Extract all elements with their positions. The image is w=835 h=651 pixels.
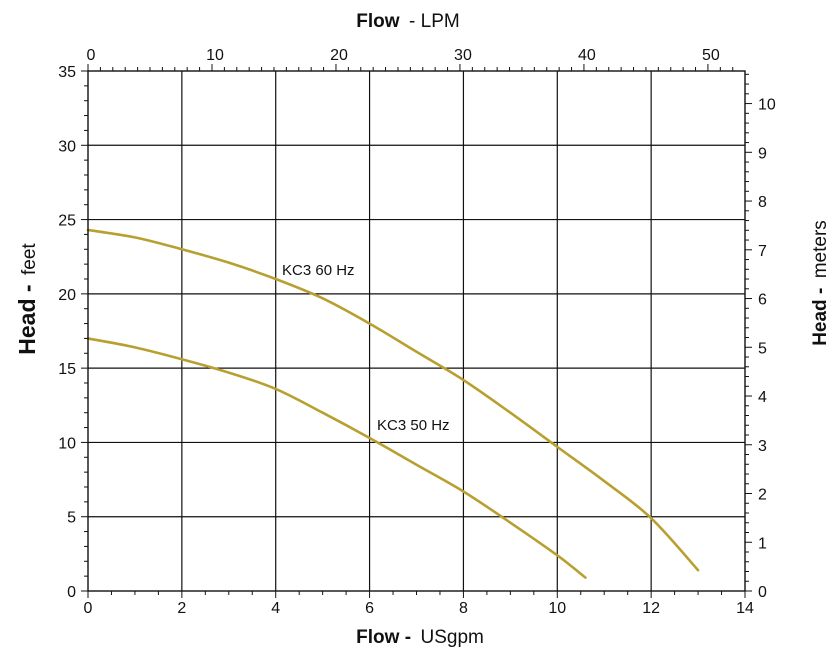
y-right-tick-label: 7 <box>758 243 767 260</box>
top-axis-title-unit: - LPM <box>409 11 460 32</box>
left-axis-title: Head - feet <box>14 243 40 355</box>
y-left-tick-label: 35 <box>58 64 76 81</box>
y-right-tick-label: 6 <box>758 292 767 309</box>
y-right-tick-label: 8 <box>758 194 767 211</box>
x-top-tick-label: 0 <box>87 47 96 64</box>
x-bottom-tick-label: 2 <box>177 600 186 617</box>
y-left-tick-label: 25 <box>58 213 76 230</box>
y-left-tick-label: 15 <box>58 361 76 378</box>
y-right-tick-label: 1 <box>758 535 767 552</box>
x-bottom-tick-label: 10 <box>548 600 566 617</box>
right-axis-title-bold: Head - <box>810 288 831 346</box>
top-axis-title: Flow - LPM <box>356 11 459 32</box>
bottom-axis-title-bold: Flow - <box>356 627 411 648</box>
curve-label-60hz: KC3 60 Hz <box>282 262 355 279</box>
y-right-tick-label: 3 <box>758 438 767 455</box>
x-bottom-tick-label: 12 <box>642 600 660 617</box>
bottom-axis-title-unit: USgpm <box>420 627 483 648</box>
y-right-tick-label: 4 <box>758 389 767 406</box>
y-right-tick-label: 9 <box>758 145 767 162</box>
y-left-tick-label: 5 <box>67 510 76 527</box>
plot-frame <box>87 70 746 592</box>
grid-lines <box>88 71 745 591</box>
x-top-tick-label: 20 <box>330 47 348 64</box>
y-right-tick-label: 10 <box>758 97 776 114</box>
x-top-tick-label: 50 <box>702 47 720 64</box>
curves <box>86 228 700 579</box>
curve-kc3-60hz <box>86 228 700 572</box>
top-axis-title-bold: Flow <box>356 11 399 32</box>
y-left-tick-label: 10 <box>58 435 76 452</box>
y-right-tick-label: 0 <box>758 584 767 601</box>
y-right-tick-label: 2 <box>758 487 767 504</box>
curve-kc3-50hz <box>86 337 587 579</box>
x-bottom-tick-label: 14 <box>736 600 754 617</box>
right-axis-title: Head - meters <box>810 220 831 346</box>
x-top-tick-label: 40 <box>578 47 596 64</box>
x-top-tick-label: 10 <box>206 47 224 64</box>
x-bottom-tick-label: 6 <box>365 600 374 617</box>
y-left-tick-label: 30 <box>58 138 76 155</box>
y-left-tick-label: 20 <box>58 287 76 304</box>
x-bottom-tick-label: 8 <box>459 600 468 617</box>
left-axis-title-bold: Head - <box>14 284 40 354</box>
curve-label-50hz: KC3 50 Hz <box>377 417 450 434</box>
x-bottom-tick-label: 0 <box>84 600 93 617</box>
bottom-axis-title: Flow - USgpm <box>356 627 484 648</box>
y-left-tick-label: 0 <box>67 584 76 601</box>
right-axis-title-unit: meters <box>810 220 831 278</box>
x-top-tick-label: 30 <box>454 47 472 64</box>
y-right-tick-label: 5 <box>758 340 767 357</box>
tick-labels: 0 2 4 6 8 10 12 140 10 20 30 40 50051015202530350123… <box>58 47 776 617</box>
left-axis-title-unit: feet <box>19 243 40 275</box>
x-bottom-tick-label: 4 <box>271 600 280 617</box>
